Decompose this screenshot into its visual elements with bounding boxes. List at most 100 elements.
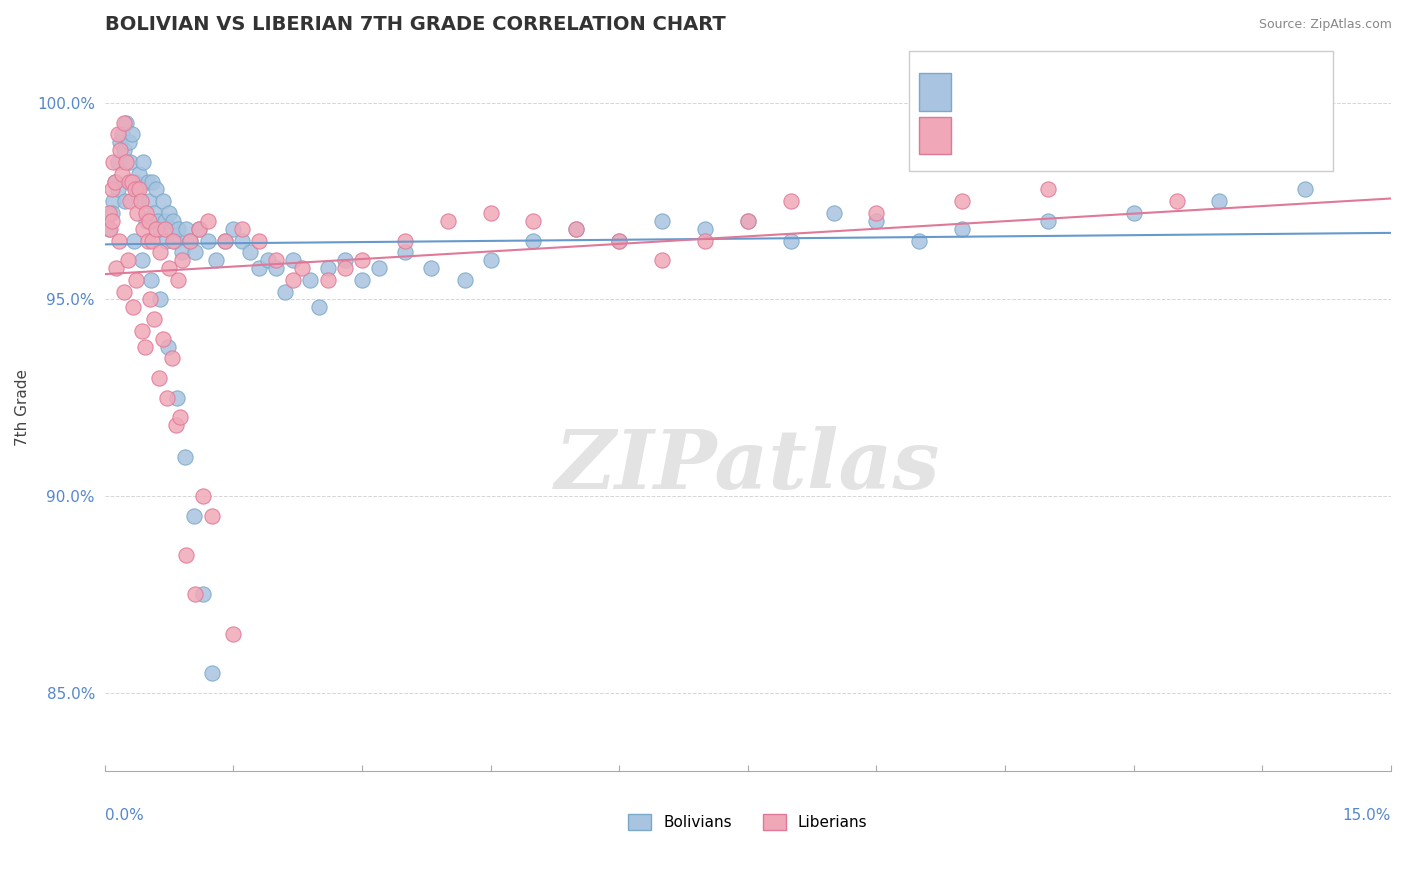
Liberians (98, 221, 121, 235)
Bolivians (120, 154, 142, 169)
Liberians (607, 234, 630, 248)
Bolivians (247, 260, 270, 275)
Liberians (142, 312, 165, 326)
Bolivians (865, 214, 887, 228)
Bolivians (107, 154, 129, 169)
Liberians (162, 234, 184, 248)
FancyBboxPatch shape (920, 73, 950, 111)
Liberians (104, 174, 127, 188)
Bolivians (163, 234, 186, 248)
Text: 0.0%: 0.0% (104, 808, 143, 822)
Text: ZIPatlas: ZIPatlas (555, 425, 941, 506)
Bolivians (166, 221, 188, 235)
Liberians (149, 245, 172, 260)
Y-axis label: 7th Grade: 7th Grade (15, 369, 30, 446)
Bolivians (128, 167, 150, 181)
Liberians (135, 206, 157, 220)
Bolivians (454, 273, 477, 287)
Bolivians (188, 221, 211, 235)
Bolivians (607, 234, 630, 248)
Bolivians (201, 666, 224, 681)
Liberians (131, 324, 153, 338)
Liberians (214, 234, 236, 248)
Bolivians (138, 194, 160, 209)
Bolivians (104, 174, 127, 188)
Liberians (174, 548, 197, 562)
Bolivians (1208, 194, 1230, 209)
Liberians (117, 253, 139, 268)
Liberians (247, 234, 270, 248)
Liberians (141, 234, 163, 248)
Bolivians (122, 234, 145, 248)
Bolivians (143, 206, 166, 220)
Bolivians (283, 253, 305, 268)
Liberians (350, 253, 373, 268)
Bolivians (350, 273, 373, 287)
Bolivians (174, 450, 197, 464)
Liberians (145, 221, 167, 235)
Liberians (120, 194, 142, 209)
Liberians (693, 234, 716, 248)
Bolivians (129, 194, 152, 209)
Bolivians (205, 253, 228, 268)
Bolivians (108, 135, 131, 149)
Bolivians (127, 182, 149, 196)
Text: 15.0%: 15.0% (1343, 808, 1391, 822)
Bolivians (153, 214, 176, 228)
Bolivians (166, 391, 188, 405)
Liberians (436, 214, 458, 228)
FancyBboxPatch shape (920, 117, 950, 154)
Liberians (103, 154, 125, 169)
Bolivians (183, 508, 205, 523)
Liberians (107, 128, 129, 142)
Liberians (125, 273, 148, 287)
Liberians (111, 167, 134, 181)
Bolivians (737, 214, 759, 228)
Liberians (779, 194, 801, 209)
Bolivians (124, 174, 146, 188)
Bolivians (107, 182, 129, 196)
Bolivians (256, 253, 278, 268)
Liberians (139, 293, 162, 307)
Liberians (183, 587, 205, 601)
Liberians (136, 234, 159, 248)
Liberians (112, 115, 135, 129)
Bolivians (779, 234, 801, 248)
Bolivians (162, 214, 184, 228)
Liberians (333, 260, 356, 275)
Bolivians (214, 234, 236, 248)
Bolivians (239, 245, 262, 260)
Bolivians (118, 135, 141, 149)
Bolivians (1294, 182, 1316, 196)
Liberians (231, 221, 253, 235)
Liberians (112, 285, 135, 299)
Bolivians (157, 340, 180, 354)
Liberians (97, 206, 120, 220)
Liberians (565, 221, 588, 235)
Liberians (134, 340, 156, 354)
Bolivians (333, 253, 356, 268)
Bolivians (114, 194, 136, 209)
Liberians (100, 182, 122, 196)
Bolivians (174, 221, 197, 235)
Liberians (1036, 182, 1059, 196)
Liberians (222, 626, 245, 640)
Liberians (479, 206, 502, 220)
Bolivians (197, 234, 219, 248)
Legend: Bolivians, Liberians: Bolivians, Liberians (623, 808, 873, 837)
Bolivians (145, 182, 167, 196)
Bolivians (231, 234, 253, 248)
Bolivians (274, 285, 297, 299)
Liberians (316, 273, 339, 287)
Liberians (169, 410, 191, 425)
Bolivians (170, 245, 193, 260)
Bolivians (522, 234, 544, 248)
Liberians (651, 253, 673, 268)
Liberians (129, 194, 152, 209)
Bolivians (131, 253, 153, 268)
Liberians (179, 234, 201, 248)
Liberians (165, 418, 187, 433)
Bolivians (565, 221, 588, 235)
Bolivians (103, 194, 125, 209)
Bolivians (193, 587, 215, 601)
